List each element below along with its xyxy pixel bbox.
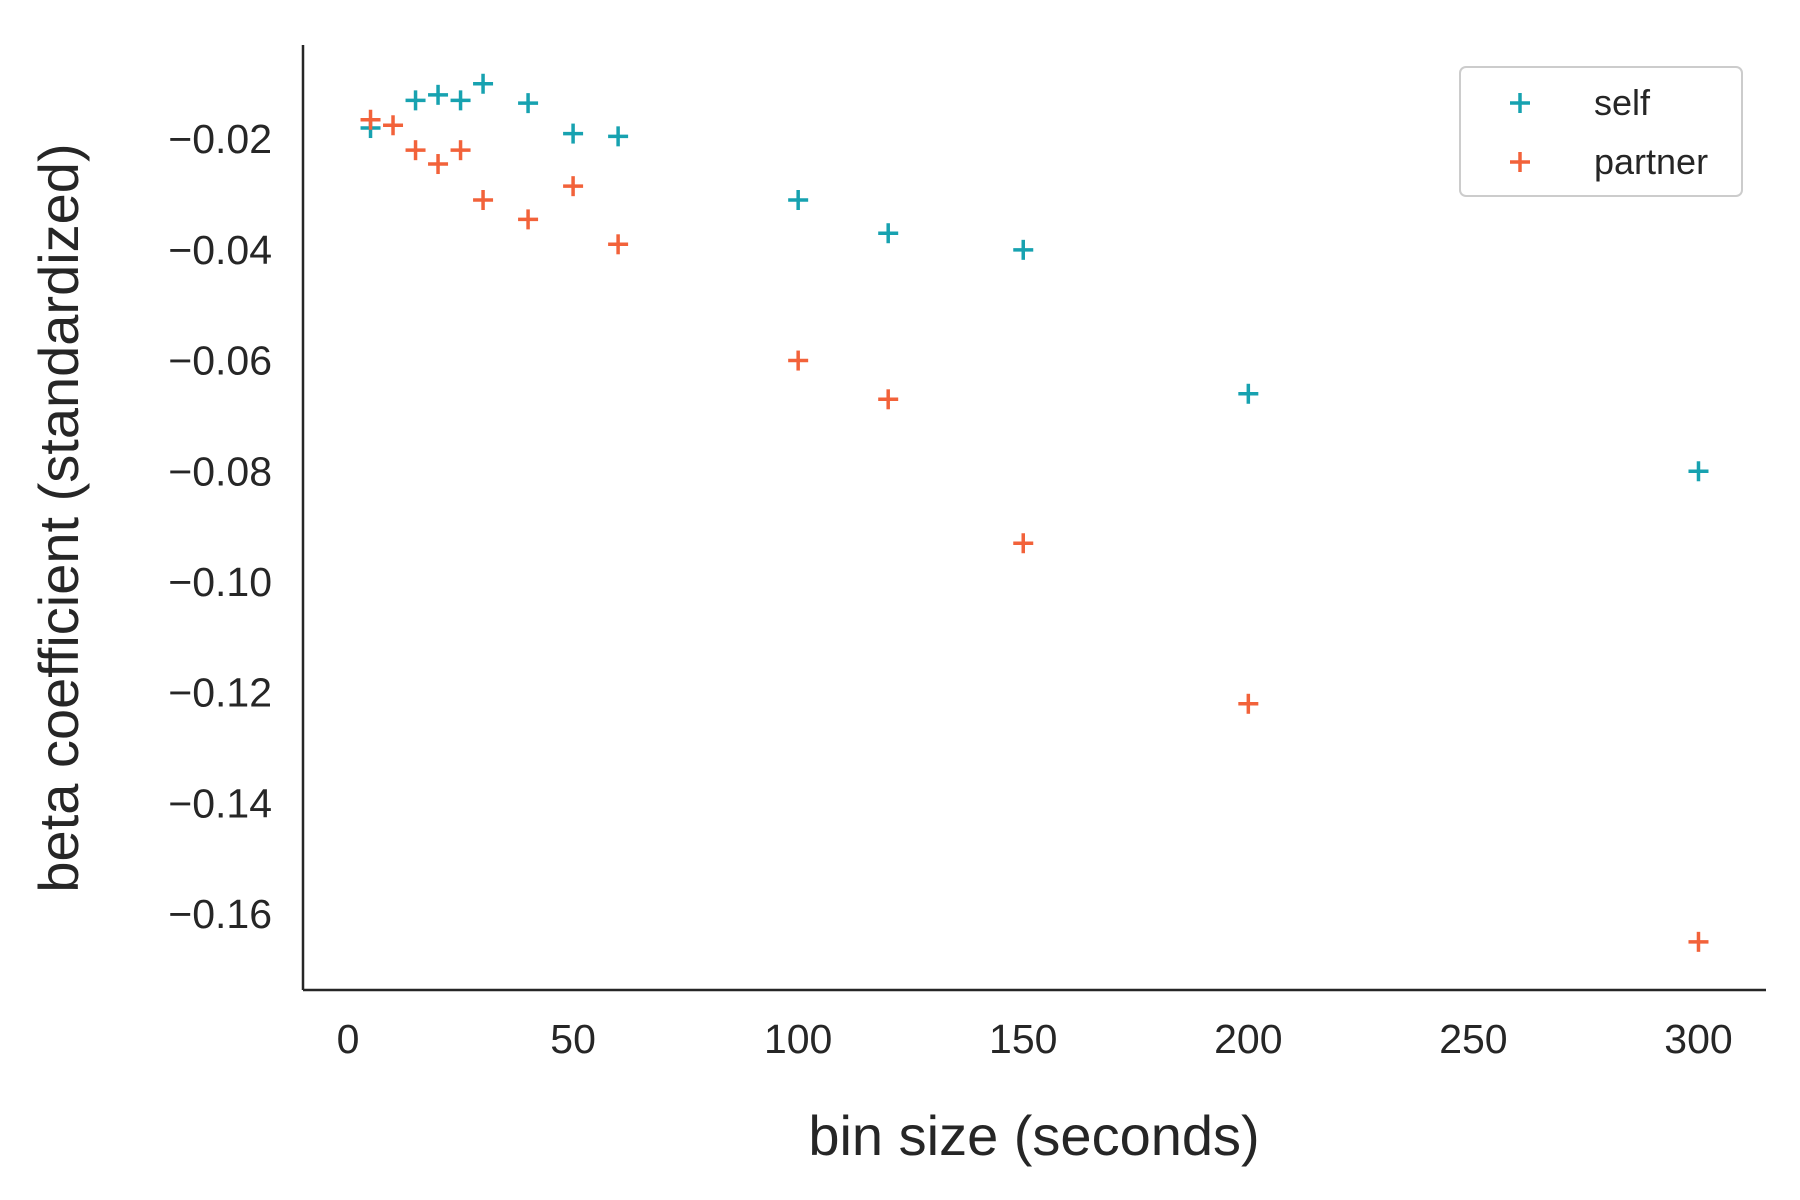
data-point-partner [360, 109, 381, 130]
data-point-self [518, 93, 539, 114]
data-point-self [1688, 461, 1709, 482]
data-point-self [473, 73, 494, 94]
series-partner [360, 109, 1709, 952]
legend-label-self: self [1594, 82, 1651, 123]
y-tick-label: −0.06 [168, 338, 272, 384]
data-point-self [878, 223, 899, 244]
legend: self partner [1459, 66, 1743, 197]
x-tick-label: 300 [1664, 1016, 1732, 1062]
data-point-self [608, 126, 629, 147]
y-tick-label: −0.14 [168, 780, 272, 826]
data-point-partner [1013, 533, 1034, 554]
data-point-self [788, 190, 809, 211]
x-tick-label: 200 [1214, 1016, 1282, 1062]
legend-label-partner: partner [1594, 141, 1708, 182]
data-point-partner [878, 389, 899, 410]
x-tick-label: 100 [764, 1016, 832, 1062]
data-point-partner [450, 140, 471, 161]
data-point-partner [383, 115, 404, 136]
y-tick-label: −0.04 [168, 227, 272, 273]
y-tick-label: −0.10 [168, 559, 272, 605]
chart-axes [301, 45, 1766, 992]
x-tick-label: 50 [550, 1016, 596, 1062]
data-point-partner [1238, 693, 1259, 714]
x-tick-label: 150 [989, 1016, 1057, 1062]
data-point-partner [563, 176, 584, 197]
data-point-self [428, 84, 449, 105]
data-point-self [1013, 239, 1034, 260]
data-point-partner [608, 234, 629, 255]
x-tick-label: 250 [1439, 1016, 1507, 1062]
data-point-self [450, 90, 471, 111]
data-points [360, 73, 1709, 952]
data-point-self [405, 90, 426, 111]
legend-marker-partner [1510, 152, 1530, 172]
data-point-self [563, 123, 584, 144]
y-tick-label: −0.16 [168, 891, 272, 937]
y-axis-label: beta coefficient (standardized) [27, 143, 90, 892]
data-point-partner [428, 154, 449, 175]
y-tick-labels: −0.02 −0.04 −0.06 −0.08 −0.10 −0.12 −0.14 −0.16 [168, 116, 272, 937]
x-tick-label: 0 [337, 1016, 360, 1062]
data-point-partner [518, 209, 539, 230]
legend-marker-self [1510, 93, 1530, 113]
y-tick-label: −0.12 [168, 670, 272, 716]
data-point-partner [1688, 931, 1709, 952]
y-tick-label: −0.02 [168, 116, 272, 162]
series-self [360, 73, 1709, 482]
x-tick-labels: 0 50 100 150 200 250 300 [337, 1016, 1733, 1062]
data-point-self [1238, 383, 1259, 404]
data-point-partner [405, 140, 426, 161]
data-point-partner [473, 190, 494, 211]
legend-frame [1459, 66, 1743, 197]
y-tick-label: −0.08 [168, 448, 272, 494]
x-axis-label: bin size (seconds) [808, 1104, 1259, 1167]
data-point-partner [788, 350, 809, 371]
